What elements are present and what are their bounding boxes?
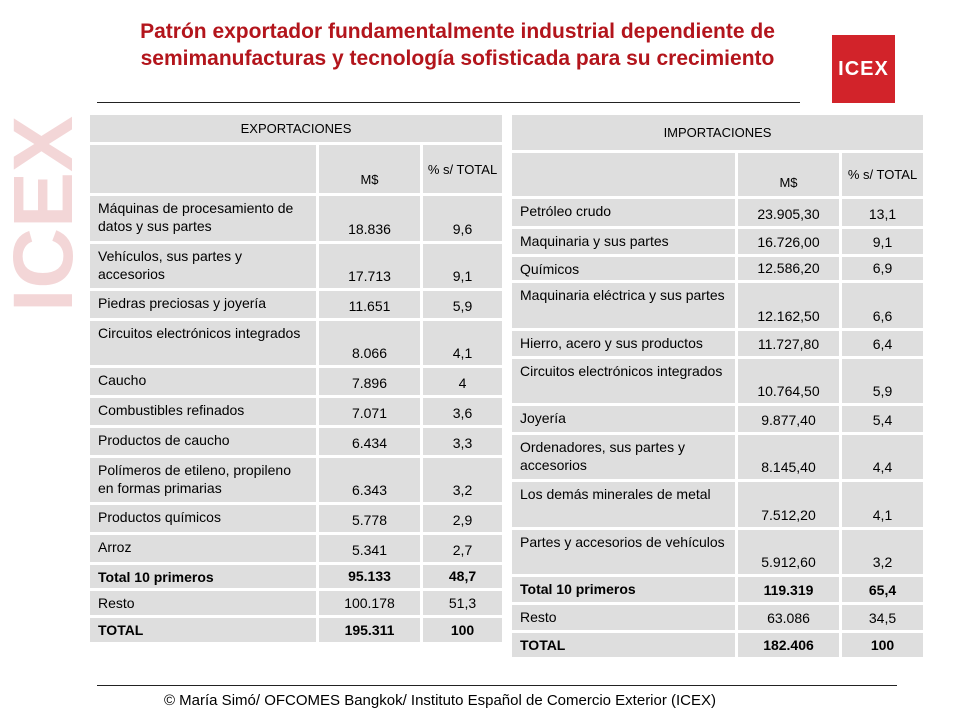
exports-subtotal-m: 95.133	[319, 565, 423, 591]
exports-table: EXPORTACIONES M$ % s/ TOTAL Máquinas de …	[90, 115, 506, 645]
imports-row-label: Resto	[512, 605, 738, 633]
exports-total-label: TOTAL	[90, 618, 319, 645]
exports-col-m: M$	[319, 145, 423, 196]
exports-row-label: Resto	[90, 591, 319, 618]
imports-row-label: Petróleo crudo	[512, 199, 738, 229]
imports-row-pct: 5,4	[842, 406, 927, 435]
exports-row-m: 8.066	[319, 321, 423, 368]
imports-row-label: Circuitos electrónicos integrados	[512, 359, 738, 406]
imports-row-pct: 5,9	[842, 359, 927, 406]
exports-row-pct: 9,1	[423, 244, 506, 291]
exports-row-pct: 3,6	[423, 398, 506, 428]
imports-row-pct: 34,5	[842, 605, 927, 633]
imports-row-pct: 6,9	[842, 257, 927, 283]
imports-row-m: 11.727,80	[738, 331, 842, 359]
imports-row-label: Los demás minerales de metal	[512, 482, 738, 530]
exports-row-label: Piedras preciosas y joyería	[90, 291, 319, 321]
exports-subtotal-pct: 48,7	[423, 565, 506, 591]
exports-header: EXPORTACIONES	[90, 115, 506, 145]
exports-row-m: 100.178	[319, 591, 423, 618]
imports-col-m: M$	[738, 153, 842, 199]
title-divider	[97, 102, 800, 103]
exports-total-pct: 100	[423, 618, 506, 645]
imports-row-pct: 13,1	[842, 199, 927, 229]
icex-logo: ICEX	[832, 35, 895, 103]
exports-row-pct: 3,3	[423, 428, 506, 458]
imports-row-m: 5.912,60	[738, 530, 842, 577]
watermark-text: ICEX	[0, 116, 90, 312]
imports-row-pct: 4,4	[842, 435, 927, 482]
imports-row-m: 12.162,50	[738, 283, 842, 331]
footer-credit: © María Simó/ OFCOMES Bangkok/ Instituto…	[163, 692, 717, 709]
exports-row-m: 11.651	[319, 291, 423, 321]
imports-row-label: Partes y accesorios de vehículos	[512, 530, 738, 577]
imports-col-pct: % s/ TOTAL	[842, 153, 927, 199]
exports-subtotal-label: Total 10 primeros	[90, 565, 319, 591]
imports-row-label: Maquinaria y sus partes	[512, 229, 738, 257]
imports-row-pct: 9,1	[842, 229, 927, 257]
imports-row-label: Hierro, acero y sus productos	[512, 331, 738, 359]
imports-row-label: Joyería	[512, 406, 738, 435]
exports-row-label: Máquinas de procesamiento de datos y sus…	[90, 196, 319, 244]
exports-row-label: Productos de caucho	[90, 428, 319, 458]
exports-header-blank	[90, 145, 319, 196]
imports-total-pct: 100	[842, 633, 927, 660]
imports-row-m: 63.086	[738, 605, 842, 633]
exports-row-label: Circuitos electrónicos integrados	[90, 321, 319, 368]
imports-total-m: 182.406	[738, 633, 842, 660]
imports-header: IMPORTACIONES	[512, 115, 927, 153]
exports-row-pct: 3,2	[423, 458, 506, 505]
imports-header-blank	[512, 153, 738, 199]
exports-row-pct: 4	[423, 368, 506, 398]
exports-row-m: 18.836	[319, 196, 423, 244]
exports-row-label: Productos químicos	[90, 505, 319, 535]
exports-row-pct: 4,1	[423, 321, 506, 368]
exports-row-m: 7.896	[319, 368, 423, 398]
exports-row-label: Polímeros de etileno, propileno en forma…	[90, 458, 319, 505]
imports-row-m: 9.877,40	[738, 406, 842, 435]
imports-subtotal-label: Total 10 primeros	[512, 577, 738, 605]
exports-row-m: 6.343	[319, 458, 423, 505]
imports-row-pct: 6,4	[842, 331, 927, 359]
imports-row-label: Ordenadores, sus partes y accesorios	[512, 435, 738, 482]
exports-row-label: Arroz	[90, 535, 319, 565]
logo-text: ICEX	[838, 57, 889, 80]
imports-row-pct: 3,2	[842, 530, 927, 577]
exports-row-label: Combustibles refinados	[90, 398, 319, 428]
imports-row-pct: 6,6	[842, 283, 927, 331]
exports-row-pct: 51,3	[423, 591, 506, 618]
exports-row-label: Vehículos, sus partes y accesorios	[90, 244, 319, 291]
exports-row-label: Caucho	[90, 368, 319, 398]
exports-row-m: 5.778	[319, 505, 423, 535]
imports-subtotal-pct: 65,4	[842, 577, 927, 605]
exports-row-pct: 9,6	[423, 196, 506, 244]
exports-row-m: 5.341	[319, 535, 423, 565]
exports-row-pct: 2,7	[423, 535, 506, 565]
imports-row-m: 7.512,20	[738, 482, 842, 530]
exports-row-m: 7.071	[319, 398, 423, 428]
imports-total-label: TOTAL	[512, 633, 738, 660]
exports-total-m: 195.311	[319, 618, 423, 645]
page-title: Patrón exportador fundamentalmente indus…	[140, 20, 775, 70]
imports-row-pct: 4,1	[842, 482, 927, 530]
imports-row-m: 8.145,40	[738, 435, 842, 482]
imports-row-m: 10.764,50	[738, 359, 842, 406]
exports-row-m: 6.434	[319, 428, 423, 458]
icex-watermark: ICEX	[0, 116, 90, 312]
imports-row-label: Químicos	[512, 257, 738, 283]
exports-col-pct: % s/ TOTAL	[423, 145, 506, 196]
footer-divider	[97, 685, 897, 686]
imports-row-m: 23.905,30	[738, 199, 842, 229]
exports-row-pct: 2,9	[423, 505, 506, 535]
exports-row-pct: 5,9	[423, 291, 506, 321]
exports-row-m: 17.713	[319, 244, 423, 291]
imports-subtotal-m: 119.319	[738, 577, 842, 605]
imports-row-m: 16.726,00	[738, 229, 842, 257]
imports-row-m: 12.586,20	[738, 257, 842, 283]
imports-table: IMPORTACIONES M$ % s/ TOTAL Petróleo cru…	[512, 115, 927, 660]
imports-row-label: Maquinaria eléctrica y sus partes	[512, 283, 738, 331]
